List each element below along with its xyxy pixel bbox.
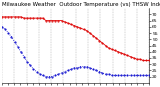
Text: Milwaukee Weather  Outdoor Temperature (vs) THSW Index per Hour (Last 24 Hours): Milwaukee Weather Outdoor Temperature (v…	[2, 2, 160, 7]
